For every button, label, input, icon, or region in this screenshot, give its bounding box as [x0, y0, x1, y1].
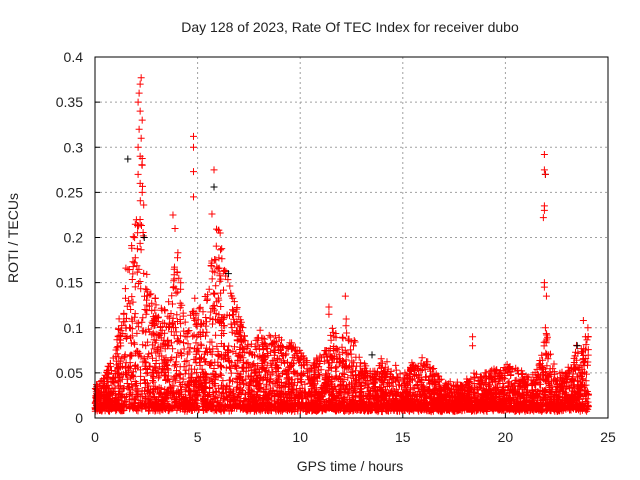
data-point [135, 125, 143, 133]
y-axis-label: ROTI / TECUs [5, 193, 21, 283]
x-tick-label: 10 [292, 429, 308, 445]
y-tick-label: 0.3 [64, 139, 84, 155]
x-tick-label: 25 [600, 429, 616, 445]
data-point [189, 193, 197, 201]
y-tick-label: 0.05 [56, 365, 83, 381]
data-point [138, 161, 146, 169]
data-point [137, 74, 145, 82]
y-tick-label: 0.35 [56, 94, 83, 110]
y-tick-label: 0.4 [64, 49, 84, 65]
data-point [368, 351, 376, 359]
data-point [541, 324, 549, 332]
data-point [189, 168, 197, 176]
x-tick-label: 0 [91, 429, 99, 445]
data-point [539, 214, 547, 222]
chart-title: Day 128 of 2023, Rate Of TEC Index for r… [181, 19, 519, 35]
data-point [540, 150, 548, 158]
y-tick-label: 0.1 [64, 320, 84, 336]
data-point [469, 342, 477, 350]
data-point [136, 107, 144, 115]
y-tick-label: 0 [75, 410, 83, 426]
data-point [137, 134, 145, 142]
data-point [325, 303, 333, 311]
data-point [189, 132, 197, 140]
data-point [540, 166, 548, 174]
y-tick-label: 0.2 [64, 230, 84, 246]
x-tick-label: 20 [498, 429, 514, 445]
data-point [134, 170, 142, 178]
data-point [341, 292, 349, 300]
data-point [579, 317, 587, 325]
data-points [91, 74, 592, 416]
y-tick-label: 0.25 [56, 184, 83, 200]
x-tick-label: 15 [395, 429, 411, 445]
dense-data-band [91, 155, 592, 416]
data-point [540, 206, 548, 214]
data-point [124, 155, 132, 163]
data-point [138, 188, 146, 196]
data-point [573, 342, 581, 350]
data-point [210, 166, 218, 174]
data-point [136, 80, 144, 88]
data-point [469, 333, 477, 341]
x-axis-label: GPS time / hours [297, 458, 404, 474]
data-point [171, 224, 179, 232]
data-point [210, 183, 218, 191]
data-point [135, 89, 143, 97]
data-point [136, 152, 144, 160]
data-point [169, 211, 177, 219]
data-point [140, 234, 148, 241]
data-point [134, 98, 142, 106]
data-point [542, 292, 550, 300]
data-point [189, 143, 197, 151]
data-point [138, 116, 146, 124]
x-tick-label: 5 [194, 429, 202, 445]
plot-frame [94, 56, 609, 419]
data-point [224, 270, 232, 278]
y-tick-label: 0.15 [56, 275, 83, 291]
data-point [325, 310, 333, 318]
data-point [541, 170, 549, 178]
data-point [540, 283, 548, 291]
data-point [136, 179, 144, 187]
data-point [208, 210, 216, 218]
x-tick-labels: 0 5 10 15 20 25 [91, 429, 616, 445]
data-point [216, 229, 224, 237]
data-point [134, 143, 142, 151]
y-tick-labels: 0 0.05 0.1 0.15 0.2 0.25 0.3 0.35 0.4 [56, 49, 83, 426]
data-point [581, 333, 589, 341]
